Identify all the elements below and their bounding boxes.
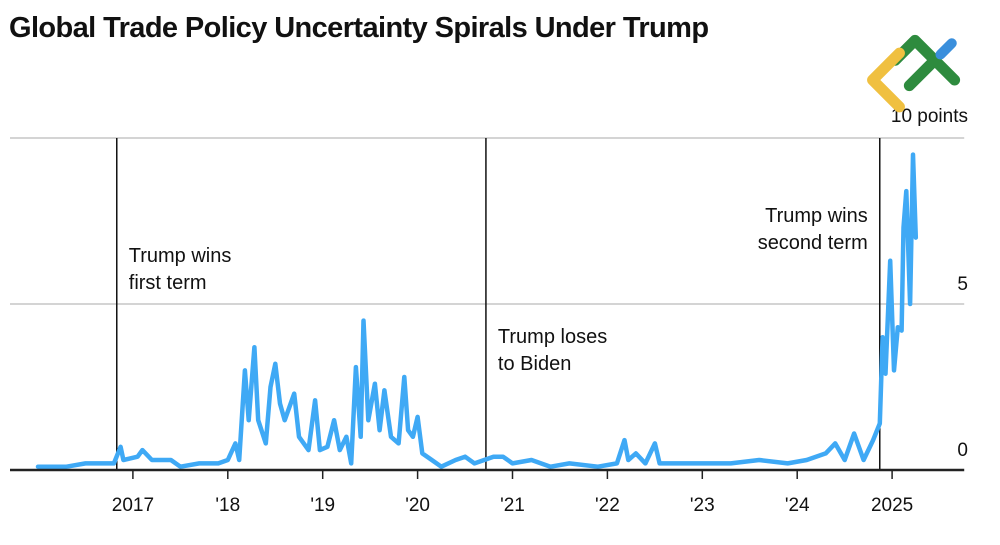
series-line: [35, 152, 919, 469]
event-annotation: Trump wins: [765, 205, 868, 227]
x-tick-label: '19: [310, 495, 335, 516]
y-tick-label: 0: [957, 440, 968, 461]
x-tick-label: '22: [595, 495, 620, 516]
logo-yellow-mark: [867, 47, 905, 113]
x-tick-label: '24: [785, 495, 810, 516]
event-annotation: first term: [129, 272, 207, 294]
brand-logo: [867, 34, 961, 113]
x-tick-label: '23: [690, 495, 715, 516]
event-annotation: second term: [758, 232, 868, 254]
event-annotation: Trump loses: [498, 326, 607, 348]
x-tick-label: '18: [215, 495, 240, 516]
event-annotation: Trump wins: [129, 245, 232, 267]
chart-title: Global Trade Policy Uncertainty Spirals …: [9, 12, 709, 44]
x-tick-label: '20: [405, 495, 430, 516]
logo-blue-mark: [935, 38, 957, 60]
y-tick-label: 10 points: [891, 106, 968, 127]
y-tick-label: 5: [957, 274, 968, 295]
x-tick-label: 2017: [112, 495, 154, 516]
x-tick-label: 2025: [871, 495, 913, 516]
x-tick-label: '21: [500, 495, 525, 516]
event-annotation: to Biden: [498, 353, 571, 375]
